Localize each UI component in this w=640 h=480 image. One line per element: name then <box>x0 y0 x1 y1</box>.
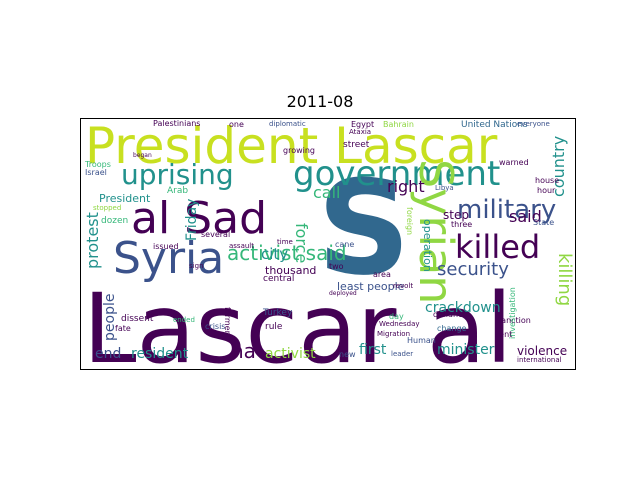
word-deployed: deployed <box>329 290 357 297</box>
word-least-people: least people <box>337 280 405 293</box>
word-united-nations: United Nations <box>461 120 528 130</box>
word-force: force <box>292 223 311 264</box>
word-international: international <box>517 356 562 364</box>
word-violence: violence <box>517 344 568 358</box>
word-activist: activist <box>265 346 316 362</box>
word-activist-said: activist said <box>227 241 347 265</box>
word-said: said <box>509 207 542 226</box>
word-killing: killing <box>554 253 575 307</box>
word-libya: Libya <box>435 184 454 192</box>
word-troops: Troops <box>85 160 111 169</box>
word-end: end <box>95 346 122 362</box>
word-growing: growing <box>283 146 315 155</box>
word-migration: Migration <box>377 330 411 338</box>
word-time: time <box>277 238 293 246</box>
word-one: one <box>229 120 244 129</box>
word-area: area <box>373 270 391 279</box>
word-defiance: defiance <box>433 310 468 319</box>
word-state: State <box>533 218 555 227</box>
word-israel: Israel <box>85 168 107 177</box>
word-revolt: revolt <box>393 282 414 290</box>
word-crisis: crisis <box>205 322 226 331</box>
word-ended: ended <box>173 316 195 324</box>
word-several: several <box>201 230 231 239</box>
word-sign: sign <box>189 262 204 270</box>
word-everyone: everyone <box>517 120 550 128</box>
word-change: change <box>437 324 467 333</box>
word-first: first <box>359 342 387 358</box>
word-sanction: sanction <box>497 316 531 325</box>
word-rule: rule <box>265 322 283 332</box>
word-syria: Syria <box>113 233 225 284</box>
word-president: President <box>99 192 151 205</box>
word-three: three <box>451 220 473 229</box>
word-isolation: isolation <box>94 291 103 325</box>
word-stopped: stopped <box>93 204 122 212</box>
word-dissent: dissent <box>121 314 154 324</box>
word-former: former <box>223 307 232 334</box>
word-issued: issued <box>153 242 179 251</box>
word-step: step <box>443 208 469 222</box>
word-arab: Arab <box>167 186 189 196</box>
word-foreign: foreign <box>405 207 414 236</box>
word-thousand: thousand <box>265 264 317 277</box>
word-uprising: uprising <box>121 158 234 191</box>
word-cloud: Lascar al President Lascar S al Sad Syri… <box>80 118 576 370</box>
word-ha: ha <box>231 339 256 363</box>
word-fate: fate <box>115 324 131 333</box>
word-day: day <box>389 312 404 321</box>
word-two: two <box>329 262 344 271</box>
word-house: house <box>535 176 560 185</box>
word-minister: minister <box>437 342 495 358</box>
word-resident: resident <box>131 346 189 362</box>
word-hour: hour <box>537 186 556 195</box>
word-s: S <box>317 152 411 304</box>
word-warned: warned <box>499 158 529 167</box>
word-right: right <box>387 177 425 196</box>
figure-title: 2011-08 <box>286 92 354 111</box>
word-al-sad: al Sad <box>131 193 267 244</box>
word-president-lascar: President Lascar <box>85 118 498 175</box>
word-street: street <box>343 140 370 150</box>
word-cane: cane <box>335 240 355 249</box>
word-wednesday: Wednesday <box>379 320 420 328</box>
word-human: Human <box>407 336 436 345</box>
word-lascar-al: Lascar al <box>83 273 513 370</box>
word-leader: leader <box>391 350 414 358</box>
word-new: new <box>339 350 356 359</box>
word-operation: operation <box>421 219 434 272</box>
word-government: government <box>293 154 501 194</box>
word-crackdown: crackdown <box>425 300 501 316</box>
word-military: military <box>457 195 557 225</box>
word-protest: protest <box>83 212 102 269</box>
word-dozen: dozen <box>101 216 129 226</box>
word-killed: killed <box>455 228 541 266</box>
word-city: city <box>261 245 289 263</box>
word-people: people <box>102 293 118 341</box>
word-central: central <box>263 274 295 284</box>
word-friday: Friday <box>184 198 200 241</box>
word-sent: sent <box>495 330 513 339</box>
word-bahrain: Bahrain <box>383 120 414 129</box>
word-call: call <box>313 183 341 202</box>
word-security: security <box>437 259 509 280</box>
word-diplomatic: diplomatic <box>269 120 306 128</box>
word-turkey: Turkey <box>263 308 293 318</box>
word-egypt: Egypt <box>351 120 375 129</box>
word-ataxia: Ataxia <box>349 128 372 136</box>
word-palestinians: Palestinians <box>153 119 201 128</box>
word-assault: assault <box>229 242 254 250</box>
word-began: began <box>133 152 152 159</box>
